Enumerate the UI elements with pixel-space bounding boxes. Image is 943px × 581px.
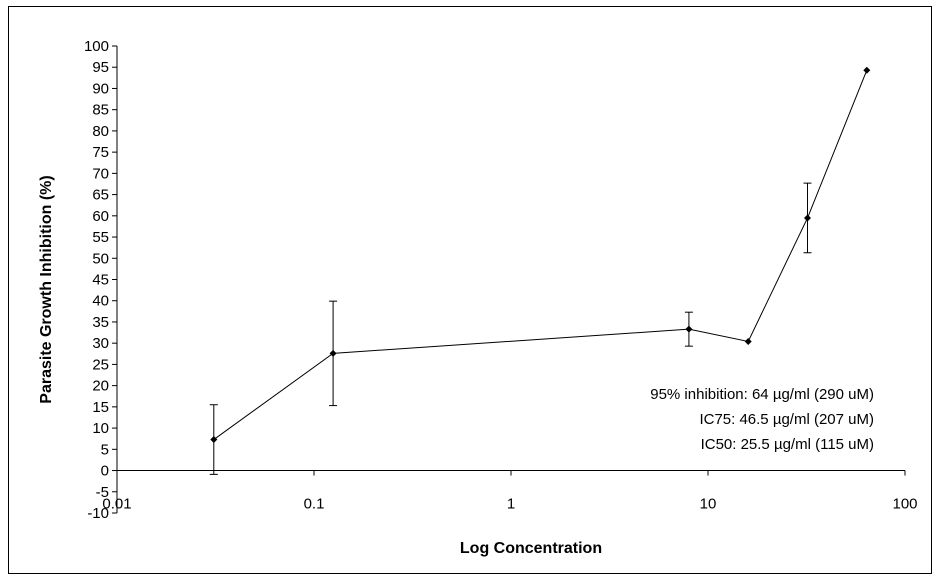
y-axis-title: Parasite Growth Inhibition (%) — [38, 175, 55, 403]
y-tick-label: 30 — [92, 335, 109, 352]
data-point-marker — [329, 349, 337, 357]
y-tick-label: 100 — [84, 38, 109, 55]
annotation-ic75: IC75: 46.5 µg/ml (207 uM) — [699, 411, 874, 428]
x-tick-label: 10 — [700, 496, 717, 513]
x-tick-label: 1 — [507, 496, 515, 513]
data-series — [209, 66, 871, 475]
y-tick-label: 45 — [92, 272, 109, 289]
y-tick-label: 0 — [101, 463, 109, 480]
y-tick-label: 15 — [92, 399, 109, 416]
x-tick-label: 100 — [892, 496, 917, 513]
y-tick-label: 25 — [92, 356, 109, 373]
y-tick-label: 35 — [92, 314, 109, 331]
x-axis-title: Log Concentration — [460, 540, 602, 557]
y-tick-label: 60 — [92, 208, 109, 225]
x-tick-label: 0.01 — [102, 496, 131, 513]
y-tick-label: 20 — [92, 378, 109, 395]
y-tick-label: 5 — [101, 441, 109, 458]
x-ticks: 0.01 0.1 1 10 100 — [102, 470, 918, 513]
y-tick-label: 70 — [92, 165, 109, 182]
series-line — [213, 70, 868, 440]
y-tick-label: 50 — [92, 250, 109, 267]
y-tick-label: 10 — [92, 420, 109, 437]
data-point-marker — [685, 325, 693, 333]
data-point-marker — [210, 436, 218, 444]
y-tick-label: 90 — [92, 80, 109, 97]
y-tick-label: 85 — [92, 102, 109, 119]
y-ticks: -10 -5 0 5 10 15 20 25 30 35 40 45 50 55 60 65 70 75 80 85 9… — [84, 38, 117, 522]
plot-area: -10 -5 0 5 10 15 20 25 30 35 40 45 50 55 60 65 70 75 80 85 9… — [84, 38, 918, 522]
data-point-marker — [744, 337, 752, 345]
y-tick-label: 40 — [92, 293, 109, 310]
annotation-ic50: IC50: 25.5 µg/ml (115 uM) — [701, 436, 874, 453]
annotation-95-inhibition: 95% inhibition: 64 µg/ml (290 uM) — [650, 386, 874, 403]
data-point-marker — [863, 66, 871, 74]
y-tick-label: -10 — [87, 505, 109, 522]
y-tick-label: 80 — [92, 123, 109, 140]
data-point-marker — [804, 214, 812, 222]
y-tick-label: 55 — [92, 229, 109, 246]
y-tick-label: 65 — [92, 187, 109, 204]
y-tick-label: -5 — [96, 484, 109, 501]
y-tick-label: 95 — [92, 59, 109, 76]
x-tick-label: 0.1 — [304, 496, 325, 513]
chart-frame — [8, 6, 932, 574]
y-tick-label: 75 — [92, 144, 109, 161]
